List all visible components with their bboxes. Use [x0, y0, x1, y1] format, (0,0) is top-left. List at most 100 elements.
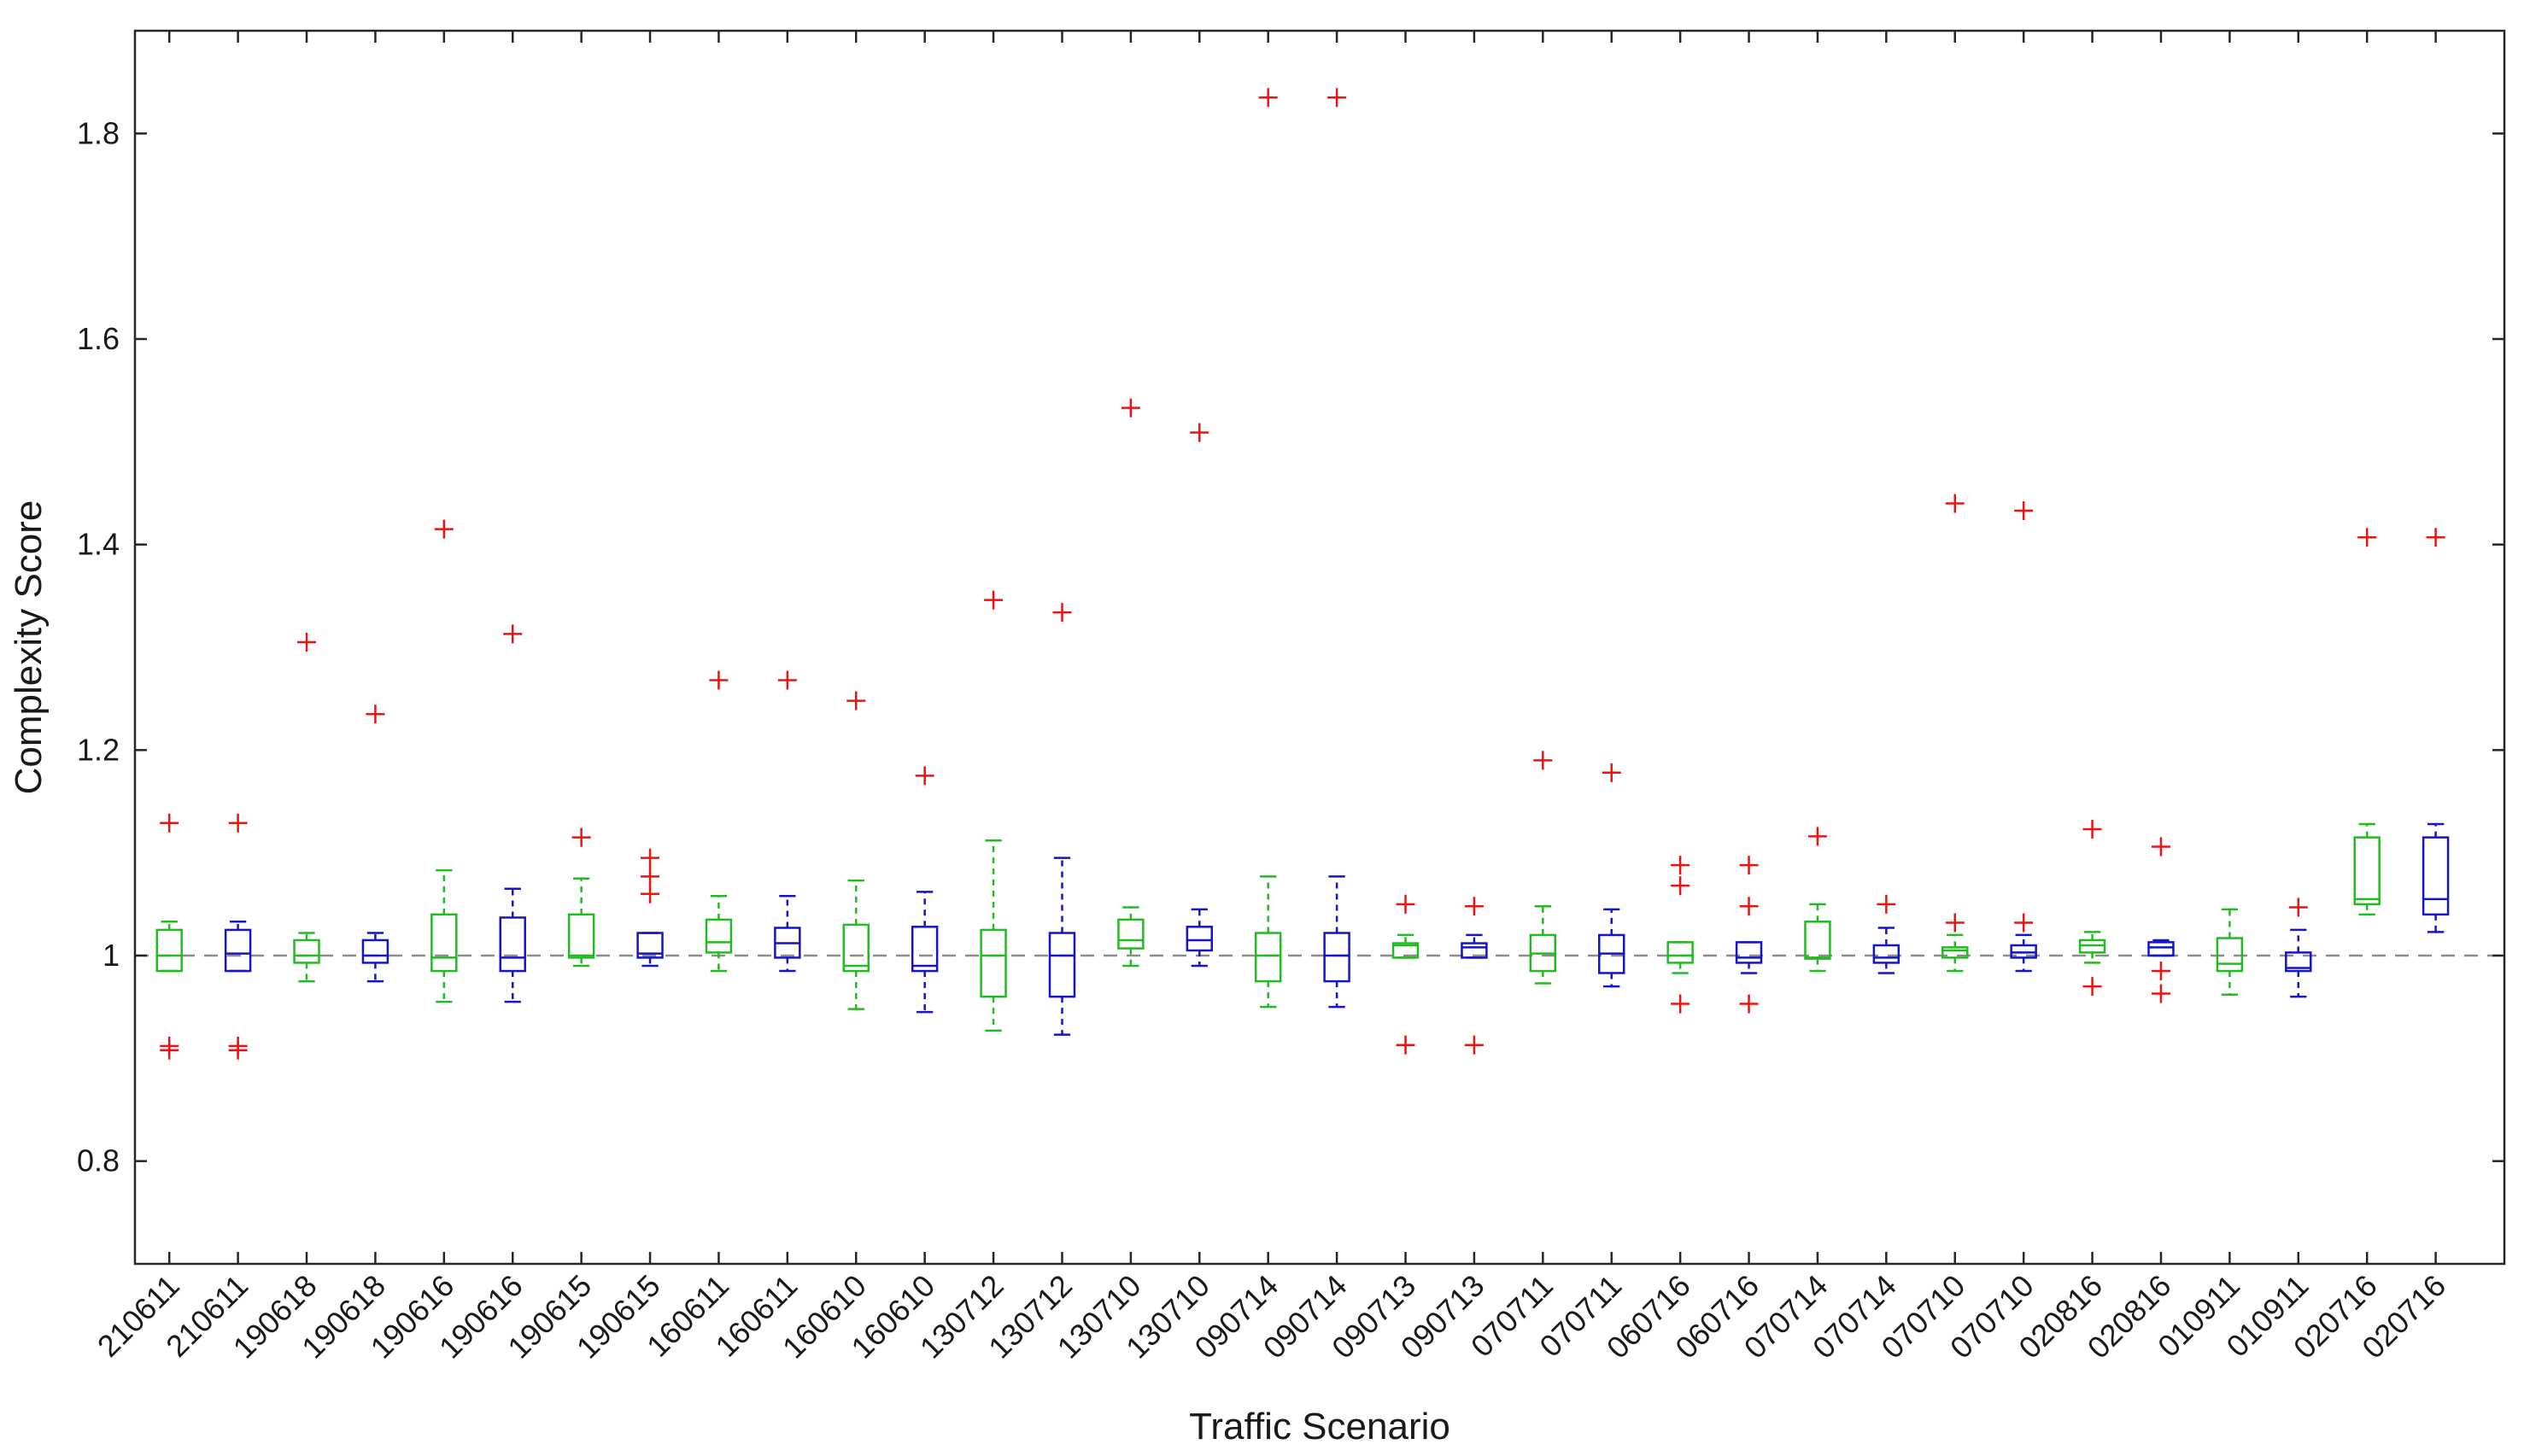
box-iqr [293, 939, 320, 964]
outlier-marker [777, 670, 797, 690]
box-4 [361, 705, 389, 983]
outlier-marker [2151, 962, 2170, 981]
box-iqr [636, 932, 664, 959]
y-tick-label: 1.8 [77, 115, 120, 150]
outlier-marker [2082, 819, 2102, 839]
outlier-marker [2426, 528, 2445, 547]
box-29 [2078, 819, 2106, 997]
box-iqr [1872, 944, 1900, 964]
box-1 [155, 813, 183, 1060]
box-9 [705, 670, 733, 973]
outlier-marker [641, 867, 660, 886]
box-iqr [1735, 941, 1763, 964]
y-tick-label: 0.8 [77, 1143, 120, 1178]
outlier-marker [1671, 856, 1690, 875]
box-iqr [224, 928, 252, 973]
outlier-marker [2288, 898, 2308, 917]
box-iqr [155, 928, 183, 973]
box-iqr [2285, 951, 2312, 973]
box-28 [2010, 500, 2037, 973]
box-iqr [1048, 932, 1076, 998]
outlier-marker [1258, 88, 1278, 108]
outlier-marker [1464, 1035, 1484, 1055]
box-33 [2353, 528, 2381, 916]
outlier-marker [1671, 876, 1690, 896]
y-axis: 0.8 1 1.2 1.4 1.6 1.8 [77, 115, 2504, 1178]
box-23 [1666, 856, 1694, 1014]
boxes-layer [155, 88, 2450, 1060]
outlier-marker [160, 813, 179, 833]
box-5 [430, 519, 458, 1003]
x-axis-title: Traffic Scenario [1189, 1406, 1450, 1447]
box-iqr [842, 923, 870, 973]
outlier-marker [641, 884, 660, 903]
outlier-marker [1396, 1035, 1415, 1055]
outlier-marker [434, 519, 454, 539]
outlier-marker [228, 813, 248, 833]
box-iqr [2147, 941, 2175, 957]
box-11 [842, 691, 870, 1010]
box-31 [2216, 908, 2244, 996]
outlier-marker [503, 624, 523, 644]
box-iqr [1117, 918, 1145, 950]
outlier-marker [1807, 827, 1827, 846]
box-19 [1391, 894, 1420, 1055]
outlier-marker [297, 632, 317, 652]
box-13 [980, 590, 1007, 1032]
box-iqr [705, 918, 733, 954]
box-2 [224, 813, 252, 1060]
box-iqr [1461, 942, 1488, 959]
box-3 [293, 632, 320, 983]
box-iqr [980, 928, 1007, 998]
box-30 [2147, 837, 2175, 1003]
outlier-marker [1945, 494, 1965, 513]
outlier-marker [1739, 994, 1759, 1014]
plot-area-frame [133, 29, 2506, 1266]
box-16 [1186, 423, 1214, 968]
box-iqr [1666, 941, 1694, 964]
y-tick-label: 1.2 [77, 732, 120, 767]
outlier-marker [2014, 500, 2034, 520]
box-21 [1529, 751, 1557, 985]
outlier-marker [571, 827, 591, 847]
box-7 [567, 827, 595, 968]
box-17 [1254, 88, 1282, 1009]
box-34 [2422, 528, 2450, 933]
box-iqr [1186, 926, 1214, 952]
box-iqr [1254, 932, 1282, 983]
outlier-marker [984, 590, 1004, 610]
outlier-marker [160, 1040, 179, 1060]
box-18 [1323, 88, 1350, 1009]
outlier-marker [2357, 528, 2377, 547]
outlier-marker [2151, 837, 2170, 857]
box-10 [774, 670, 801, 973]
outlier-marker [709, 670, 729, 690]
box-8 [636, 848, 664, 968]
box-14 [1048, 603, 1076, 1036]
box-15 [1117, 398, 1145, 968]
outlier-marker [1464, 897, 1484, 916]
outlier-marker [228, 1040, 248, 1060]
outlier-marker [2014, 913, 2034, 933]
y-tick-label: 1 [102, 938, 120, 973]
y-tick-label: 1.6 [77, 321, 120, 356]
outlier-marker [1739, 856, 1759, 875]
outlier-marker [1945, 913, 1965, 933]
outlier-marker [1396, 894, 1415, 914]
outlier-marker [641, 848, 660, 868]
outlier-marker [1190, 423, 1209, 442]
outlier-marker [915, 766, 934, 786]
outlier-marker [1671, 994, 1690, 1014]
box-iqr [499, 916, 526, 973]
box-iqr [1941, 946, 1969, 959]
outlier-marker [1533, 751, 1553, 770]
box-24 [1735, 856, 1763, 1014]
box-iqr [2353, 836, 2381, 906]
box-iqr [361, 939, 389, 964]
box-27 [1941, 494, 1969, 973]
box-iqr [911, 926, 939, 973]
outlier-marker [1739, 897, 1759, 916]
outlier-marker [366, 705, 385, 724]
